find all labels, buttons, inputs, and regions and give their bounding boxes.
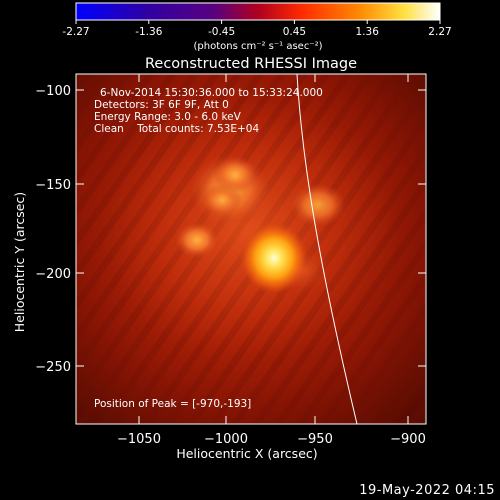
colorbar-ticks	[75, 20, 441, 24]
y-axis-label: Heliocentric Y (arcsec)	[12, 192, 27, 332]
y-axis-ticks	[76, 89, 426, 367]
y-tick-label: −100	[35, 84, 71, 99]
x-tick-label: −900	[390, 432, 426, 447]
plot-title: Reconstructed RHESSI Image	[145, 56, 357, 72]
colorbar-tick-label: -2.27	[62, 26, 89, 38]
peak-source	[240, 222, 308, 294]
info-clean-counts: Clean Total counts: 7.53E+04	[94, 123, 259, 135]
info-detectors: Detectors: 3F 6F 9F, Att 0	[94, 99, 229, 111]
solar-image	[76, 74, 426, 424]
colorbar: -2.27 -1.36 -0.45 0.45 1.36 2.27 (photon…	[62, 2, 452, 52]
x-tick-label: −950	[297, 432, 333, 447]
x-axis-label: Heliocentric X (arcsec)	[176, 446, 317, 461]
y-tick-label: −250	[35, 360, 71, 375]
colorbar-tick-label: -0.45	[208, 26, 235, 38]
x-tick-label: −1000	[204, 432, 248, 447]
colorbar-tick-label: -1.36	[135, 26, 162, 38]
info-energy-range: Energy Range: 3.0 - 6.0 keV	[94, 111, 242, 123]
y-tick-label: −200	[35, 267, 71, 282]
solar-limb-line	[296, 74, 358, 424]
colorbar-gradient	[75, 2, 441, 21]
peak-position-text: Position of Peak = [-970,-193]	[94, 398, 251, 410]
colorbar-unit-label: (photons cm⁻² s⁻¹ asec⁻²)	[193, 41, 322, 52]
x-tick-label: −1050	[117, 432, 161, 447]
x-axis-ticks	[138, 74, 409, 424]
colorbar-tick-label: 0.45	[283, 26, 306, 38]
colorbar-tick-label: 2.27	[428, 26, 451, 38]
colorbar-tick-label: 1.36	[356, 26, 380, 38]
timestamp: 19-May-2022 04:15	[359, 483, 495, 498]
y-tick-label: −150	[35, 178, 71, 193]
info-time-range: 6-Nov-2014 15:30:36.000 to 15:33:24.000	[100, 87, 323, 99]
plot-frame	[75, 73, 427, 425]
